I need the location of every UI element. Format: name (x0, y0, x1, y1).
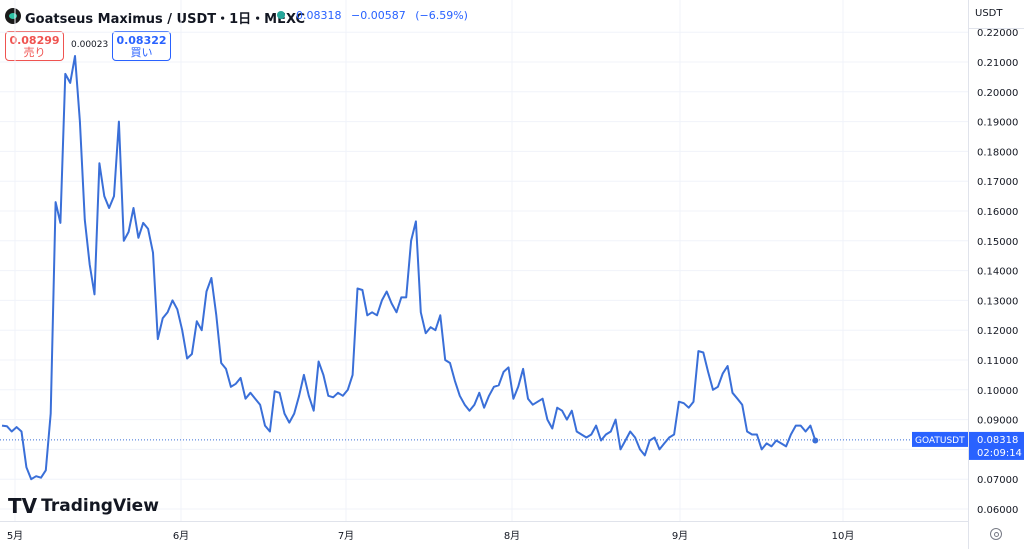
price-change: −0.00587 (351, 9, 406, 22)
buy-price: 0.08322 (116, 34, 167, 47)
price-axis[interactable] (968, 0, 1024, 549)
symbol-title[interactable]: Goatseus Maximus / USDT・1日・MEXC (25, 12, 306, 27)
symbol-label-box (912, 431, 968, 447)
goat-token-icon (5, 8, 21, 24)
price-info: 0.08318 −0.00587 (−6.59%) (296, 9, 474, 22)
last-price-dot (812, 437, 819, 444)
symbol-label: GOATUSDT (915, 436, 965, 446)
chart-header: Goatseus Maximus / USDT・1日・MEXC 0.08318 … (0, 0, 968, 32)
currency-separator (968, 28, 1024, 29)
price-series-line (1, 55, 817, 481)
market-status-icon (277, 11, 285, 19)
buy-button[interactable]: 0.08322 買い (112, 31, 171, 61)
sell-label: 売り (23, 46, 46, 59)
spread-value: 0.00023 (71, 40, 109, 50)
settings-gear-icon[interactable] (990, 528, 1002, 540)
sell-button[interactable]: 0.08299 売り (5, 31, 64, 61)
tradingview-wordmark: TradingView (41, 496, 159, 516)
time-axis[interactable] (0, 521, 968, 550)
tradingview-logo: 𝗧𝗩 TradingView (8, 494, 159, 518)
currency-selector[interactable]: USDT (975, 8, 1003, 19)
tradingview-mark-icon: 𝗧𝗩 (8, 494, 38, 518)
last-price: 0.08318 (296, 9, 342, 22)
sell-price: 0.08299 (9, 34, 60, 47)
buy-label: 買い (130, 46, 153, 59)
grid-lines (0, 0, 968, 521)
price-change-pct: (−6.59%) (415, 9, 468, 22)
